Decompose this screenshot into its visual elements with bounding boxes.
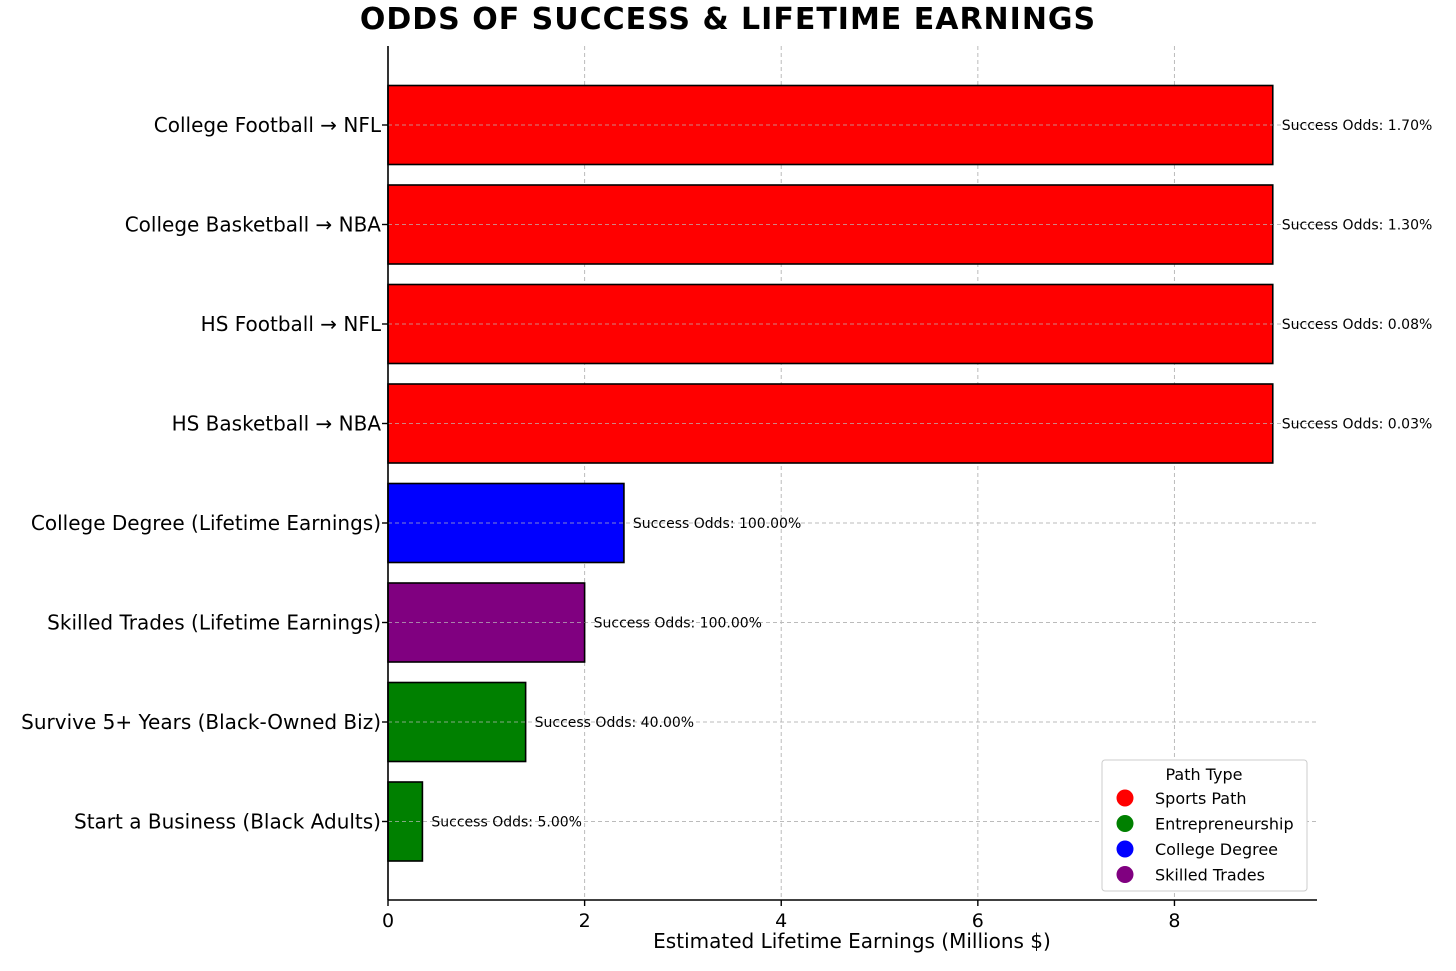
legend-label: Sports Path bbox=[1155, 789, 1247, 808]
legend-title: Path Type bbox=[1166, 765, 1243, 784]
data-label: Success Odds: 100.00% bbox=[594, 616, 762, 632]
data-label: Success Odds: 1.30% bbox=[1282, 218, 1433, 234]
bar bbox=[387, 681, 527, 763]
category-label: HS Football → NFL bbox=[201, 312, 382, 336]
category-label: College Degree (Lifetime Earnings) bbox=[31, 511, 381, 535]
category-label: Survive 5+ Years (Black-Owned Biz) bbox=[21, 710, 381, 734]
chart-title: ODDS OF SUCCESS & LIFETIME EARNINGS bbox=[359, 2, 1097, 37]
data-label: Success Odds: 0.08% bbox=[1282, 317, 1433, 333]
x-tick-label: 4 bbox=[775, 910, 787, 932]
legend-marker bbox=[1116, 789, 1134, 807]
x-tick-label: 0 bbox=[382, 910, 394, 932]
legend-box bbox=[1101, 759, 1308, 892]
data-label: Success Odds: 5.00% bbox=[431, 815, 582, 831]
legend-marker bbox=[1116, 866, 1134, 883]
category-label: College Football → NFL bbox=[154, 113, 382, 137]
legend-marker bbox=[1116, 815, 1134, 832]
x-tick-label: 6 bbox=[972, 910, 984, 932]
x-tick-label: 8 bbox=[1168, 910, 1180, 932]
data-label: Success Odds: 40.00% bbox=[535, 715, 694, 731]
bars-layer bbox=[387, 84, 1274, 862]
category-label: HS Basketball → NBA bbox=[172, 412, 382, 436]
data-label: Success Odds: 1.70% bbox=[1282, 118, 1433, 134]
category-label: College Basketball → NBA bbox=[125, 213, 382, 237]
x-axis-title: Estimated Lifetime Earnings (Millions $) bbox=[653, 929, 1051, 953]
data-label: Success Odds: 0.03% bbox=[1282, 417, 1433, 433]
data-label: Success Odds: 100.00% bbox=[633, 516, 801, 532]
legend-marker bbox=[1116, 840, 1134, 858]
axes-layer bbox=[382, 46, 1317, 906]
legend-label: College Degree bbox=[1155, 840, 1278, 859]
legend-label: Skilled Trades bbox=[1155, 866, 1265, 885]
category-label: Start a Business (Black Adults) bbox=[74, 810, 381, 834]
labels-layer: 0 2 4 6 8 College Football → NFL Success Odds:… bbox=[21, 113, 1432, 932]
x-tick-label: 2 bbox=[579, 910, 591, 932]
legend-label: Entrepreneurship bbox=[1155, 815, 1294, 834]
legend: Path Type Sports Path Entrepreneurship Col… bbox=[1101, 759, 1308, 892]
category-label: Skilled Trades (Lifetime Earnings) bbox=[47, 611, 381, 635]
